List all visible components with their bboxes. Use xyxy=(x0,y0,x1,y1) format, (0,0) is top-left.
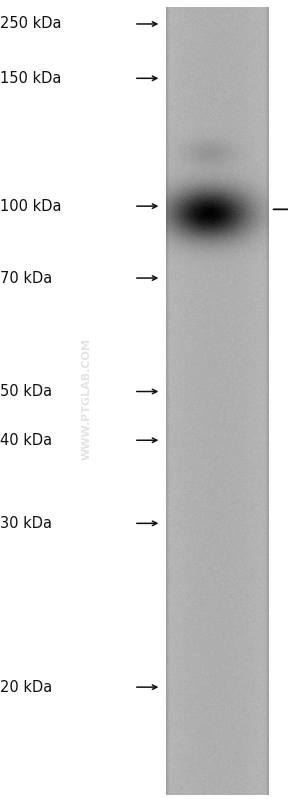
Text: 150 kDa: 150 kDa xyxy=(0,71,61,85)
Text: 100 kDa: 100 kDa xyxy=(0,199,62,213)
Text: 30 kDa: 30 kDa xyxy=(0,516,52,531)
Text: 250 kDa: 250 kDa xyxy=(0,17,62,31)
Text: 70 kDa: 70 kDa xyxy=(0,271,52,285)
Text: WWW.PTGLAB.COM: WWW.PTGLAB.COM xyxy=(82,339,91,460)
Text: 50 kDa: 50 kDa xyxy=(0,384,52,399)
Text: 20 kDa: 20 kDa xyxy=(0,680,52,694)
Text: 40 kDa: 40 kDa xyxy=(0,433,52,447)
